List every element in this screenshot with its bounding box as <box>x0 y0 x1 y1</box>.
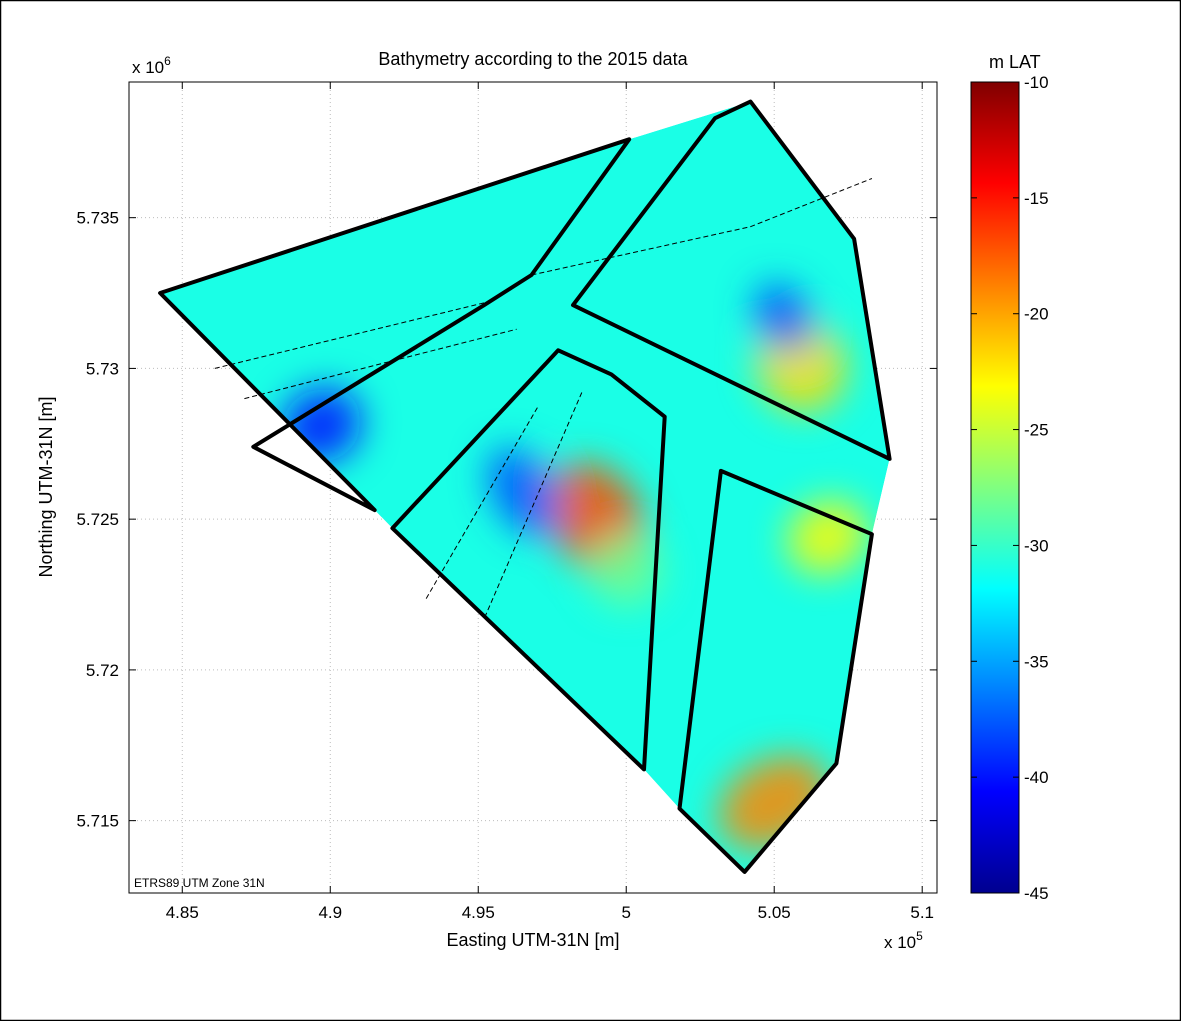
sub-area-outline <box>158 137 632 513</box>
axes-box <box>128 81 938 894</box>
depth-feature <box>787 499 868 575</box>
sub-area-outlines <box>158 99 892 874</box>
channel-line <box>483 392 583 619</box>
x-tick-label: 5.05 <box>758 903 791 922</box>
colorbar-tick-label: -35 <box>1024 652 1049 671</box>
colorbar: m LAT -10 -15 -20 -25 -30 -35 -40 -45 <box>970 52 1049 903</box>
channel-lines <box>214 178 873 619</box>
colorbar-tick-label: -10 <box>1024 73 1049 92</box>
x-tick-label: 4.85 <box>166 903 199 922</box>
chart-title: Bathymetry according to the 2015 data <box>378 49 688 69</box>
y-exponent-label: x 106 <box>132 54 171 77</box>
y-tick-label: 5.715 <box>76 812 119 831</box>
y-axis-label: Northing UTM-31N [m] <box>36 396 56 577</box>
y-tick-label: 5.725 <box>76 510 119 529</box>
channel-line <box>531 178 873 276</box>
colorbar-tick-label: -25 <box>1024 421 1049 440</box>
x-tick-label: 4.9 <box>318 903 342 922</box>
crs-annotation: ETRS89 UTM Zone 31N <box>134 876 265 890</box>
depth-feature <box>487 447 558 537</box>
y-tick-label: 5.735 <box>76 209 119 228</box>
x-tick-label: 5.1 <box>910 903 934 922</box>
colorbar-tick-label: -40 <box>1024 768 1049 787</box>
colorbar-tick-label: -20 <box>1024 305 1049 324</box>
x-tick-label: 4.95 <box>462 903 495 922</box>
y-ticks: 5.715 5.72 5.725 5.73 5.735 <box>76 209 937 831</box>
colorbar-tick-label: -45 <box>1024 884 1049 903</box>
sub-area-outline <box>677 468 874 874</box>
colorbar-ticks: -10 -15 -20 -25 -30 -35 -40 -45 <box>971 73 1049 903</box>
sub-area-outline <box>571 99 892 461</box>
channel-line <box>244 328 517 400</box>
x-exponent-label: x 105 <box>884 929 923 952</box>
channel-line <box>424 407 538 601</box>
x-tick-label: 5 <box>621 903 630 922</box>
sub-area-outline <box>390 348 667 772</box>
y-tick-label: 5.73 <box>86 359 119 378</box>
bathymetry-surface <box>160 101 890 872</box>
channel-line <box>214 301 488 369</box>
plot-axes: 4.85 4.9 4.95 5 5.05 5.1 5.7155.725.7255.735.… <box>76 81 938 922</box>
x-ticks: 4.85 4.9 4.95 5 5.05 5.1 <box>166 82 934 922</box>
depth-feature <box>590 534 662 607</box>
x-axis-label: Easting UTM-31N [m] <box>446 930 619 950</box>
colorbar-tick-label: -15 <box>1024 189 1049 208</box>
y-tick-label: 5.72 <box>86 661 119 680</box>
colorbar-tick-label: -30 <box>1024 536 1049 555</box>
colorbar-label: m LAT <box>989 52 1041 72</box>
y-exponent: 6 <box>164 54 171 68</box>
depth-features <box>281 283 868 850</box>
colorbar-gradient <box>970 81 1020 894</box>
depth-feature <box>753 283 813 352</box>
x-exponent: 5 <box>916 929 923 943</box>
